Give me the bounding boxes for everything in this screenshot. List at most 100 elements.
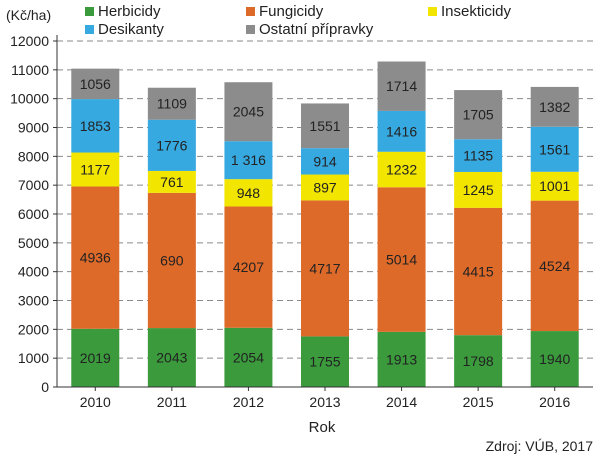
y-axis-ticks: 0 1000 2000 3000 4000 5000 6000 7000 8000 9000 100… <box>10 33 57 395</box>
bar-segment <box>147 328 196 387</box>
x-tick-label: 2011 <box>157 394 187 410</box>
data-label: 4717 <box>309 260 340 276</box>
data-label: 1232 <box>386 162 417 178</box>
data-label: 1 316 <box>231 152 266 168</box>
bar-segment <box>71 328 120 387</box>
bar-stack: 1913 5014 1232 1416 1714 <box>377 61 426 387</box>
data-label: 1001 <box>539 178 570 194</box>
bar-segment <box>147 119 196 171</box>
bar-segment <box>454 139 503 172</box>
data-label: 1109 <box>157 96 187 112</box>
data-label: 1056 <box>80 76 111 92</box>
bar-stack: 1940 4524 1001 1561 1382 <box>530 86 579 387</box>
bar-stack: 1755 4717 897 914 1551 <box>301 103 349 387</box>
data-label: 1245 <box>463 182 494 198</box>
data-label: 897 <box>313 179 337 195</box>
data-label: 2019 <box>80 350 111 366</box>
legend-swatch <box>246 7 255 16</box>
bar-segment <box>377 331 426 387</box>
data-label: 761 <box>160 174 184 190</box>
legend: Herbicidy Fungicidy Insekticidy Desikanty Os… <box>85 3 512 38</box>
legend-item: Desikanty <box>85 21 164 38</box>
y-tick-label: 10000 <box>10 91 49 107</box>
legend-swatch <box>85 7 94 16</box>
data-label: 4415 <box>463 264 494 280</box>
bar-segment <box>301 174 349 201</box>
x-tick-label: 2010 <box>80 394 111 410</box>
bar-segment <box>454 207 503 336</box>
source-note: Zdroj: VÚB, 2017 <box>486 438 594 454</box>
bar-segment <box>147 170 196 193</box>
data-label: 1755 <box>309 354 340 370</box>
legend-swatch <box>428 7 437 16</box>
bar-segment <box>224 141 273 180</box>
bar-segment <box>377 151 426 188</box>
data-label: 5014 <box>386 252 417 268</box>
legend-label: Herbicidy <box>98 3 161 20</box>
y-tick-label: 7000 <box>18 177 49 193</box>
bar-segment <box>71 68 120 100</box>
data-label: 1416 <box>386 123 417 139</box>
legend-item: Fungicidy <box>246 3 324 20</box>
legend-item: Ostatní přípravky <box>246 21 374 38</box>
legend-label: Desikanty <box>98 21 164 38</box>
bar-segment <box>377 110 426 152</box>
bar-segment <box>377 61 426 111</box>
bar-segment <box>454 335 503 387</box>
y-tick-label: 2000 <box>18 321 49 337</box>
legend-item: Herbicidy <box>85 3 161 20</box>
bar-stack: 2019 4936 1177 1853 1056 <box>71 68 120 387</box>
x-tick-label: 2012 <box>233 394 264 410</box>
legend-swatch <box>246 25 255 34</box>
bar-segment <box>530 126 579 172</box>
data-label: 1561 <box>539 141 570 157</box>
data-label: 1382 <box>539 99 570 115</box>
data-label: 690 <box>160 252 184 268</box>
legend-label: Ostatní přípravky <box>259 21 374 38</box>
legend-swatch <box>85 25 94 34</box>
data-label: 1798 <box>463 353 494 369</box>
data-label: 1135 <box>463 148 493 164</box>
data-label: 2045 <box>233 104 264 120</box>
bar-segment <box>147 192 196 329</box>
bar-segment <box>530 331 579 387</box>
bar-segment <box>530 171 579 201</box>
bar-stack: 2043 690 761 1776 1109 <box>147 87 196 387</box>
data-label: 2043 <box>156 350 187 366</box>
data-label: 2054 <box>233 349 264 365</box>
data-label: 4936 <box>80 250 111 266</box>
bars: 2019493611771853105620436907611776110920… <box>71 61 579 387</box>
y-tick-label: 4000 <box>18 264 49 280</box>
bar-segment <box>71 186 120 329</box>
data-label: 1913 <box>386 351 417 367</box>
bar-segment <box>147 87 196 120</box>
data-label: 4207 <box>233 259 264 275</box>
bar-segment <box>301 148 349 175</box>
data-label: 1940 <box>539 351 570 367</box>
x-tick-label: 2013 <box>309 394 340 410</box>
bar-stack: 1798 4415 1245 1135 1705 <box>454 90 503 387</box>
bar-segment <box>224 82 273 142</box>
bar-segment <box>454 171 503 208</box>
bar-segment <box>377 187 426 332</box>
data-label: 1714 <box>386 78 417 94</box>
bar-segment <box>301 336 349 387</box>
data-label: 1776 <box>156 137 187 153</box>
y-tick-label: 8000 <box>18 148 49 164</box>
y-tick-label: 3000 <box>18 293 49 309</box>
bar-segment <box>301 200 349 337</box>
bar-segment <box>71 152 120 187</box>
bar-segment <box>454 90 503 140</box>
y-tick-label: 0 <box>41 379 49 395</box>
y-tick-label: 1000 <box>18 350 49 366</box>
legend-label: Insekticidy <box>441 3 512 20</box>
x-tick-label: 2016 <box>539 394 570 410</box>
y-tick-label: 6000 <box>18 206 49 222</box>
bar-segment <box>301 103 349 149</box>
legend-item: Insekticidy <box>428 3 512 20</box>
y-tick-label: 9000 <box>18 120 49 136</box>
bar-segment <box>224 179 273 207</box>
bar-segment <box>530 200 579 332</box>
x-tick-label: 2015 <box>463 394 494 410</box>
